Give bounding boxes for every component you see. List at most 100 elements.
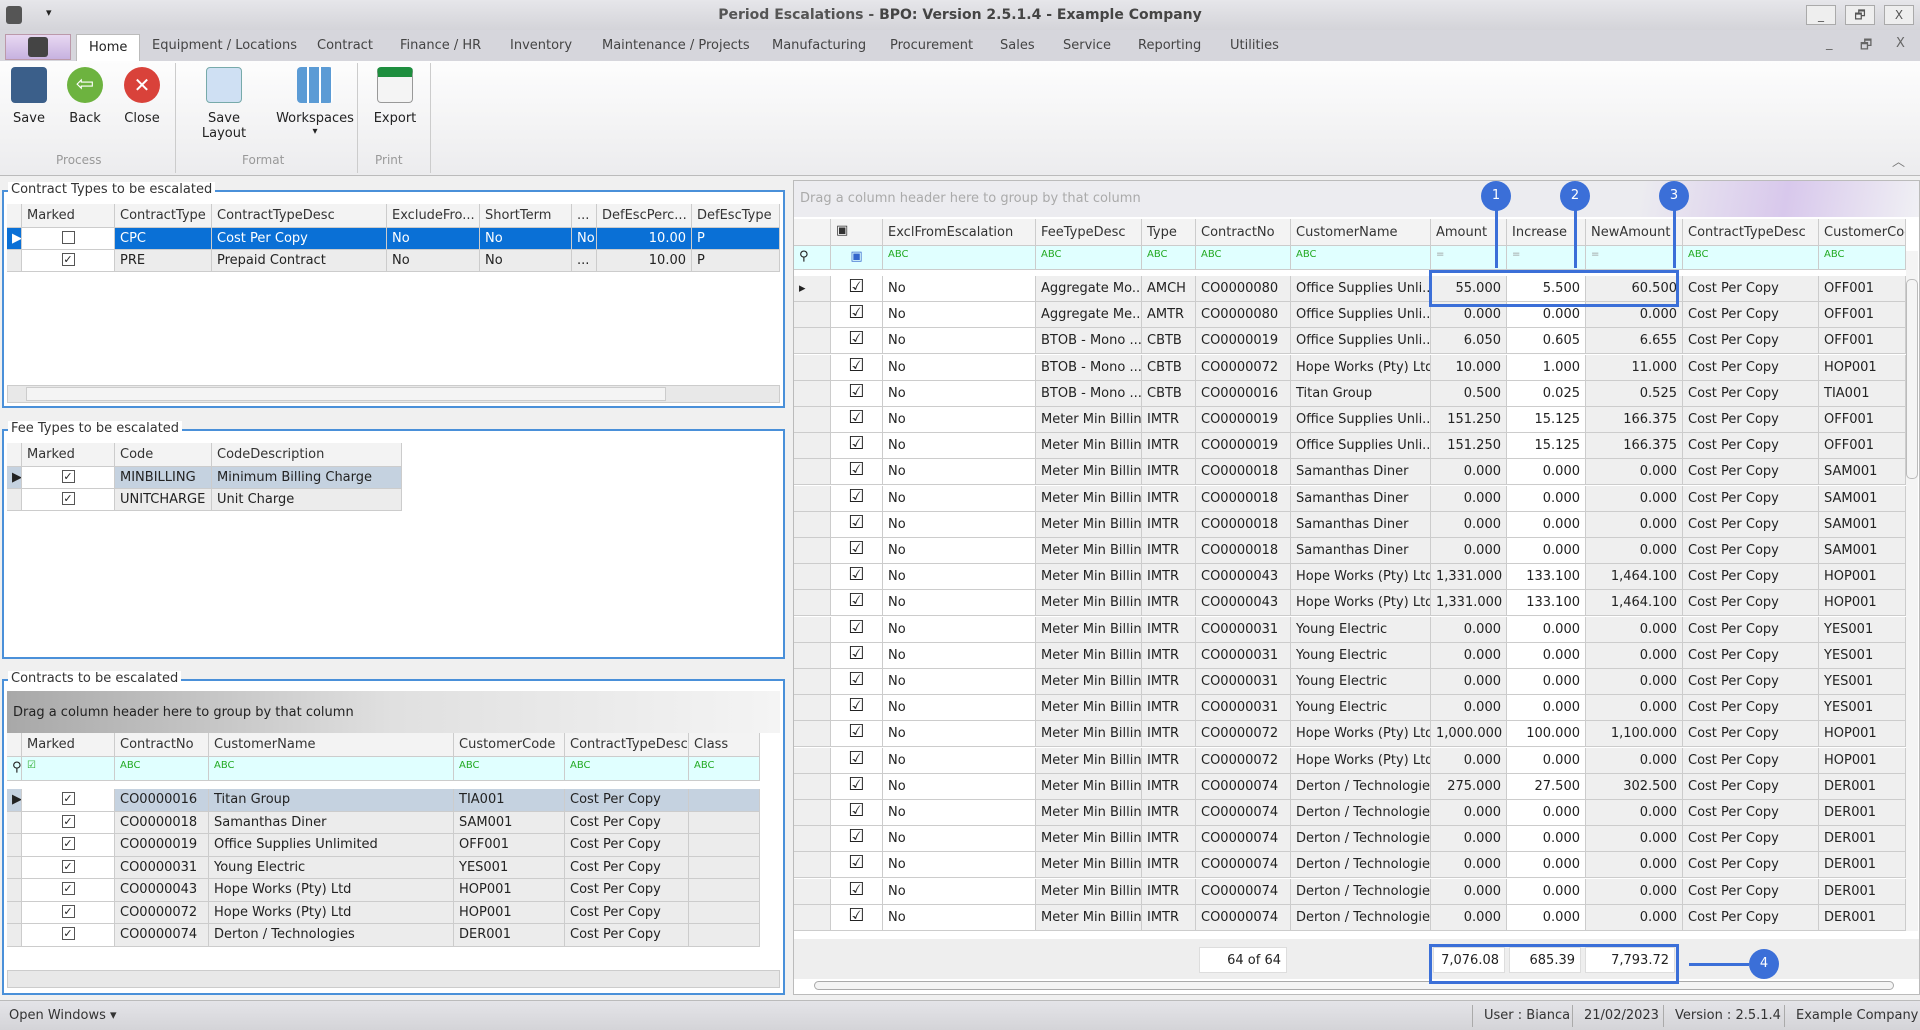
row-indicator[interactable] xyxy=(7,489,22,511)
marked-checkbox[interactable]: ☑ xyxy=(831,302,883,329)
column-header[interactable]: Marked xyxy=(22,733,115,757)
filter-cell[interactable]: ABC xyxy=(1196,246,1291,270)
marked-checkbox[interactable]: ☑ xyxy=(831,407,883,433)
column-header[interactable]: NewAmount xyxy=(1586,219,1683,246)
mdi-restore-button[interactable]: 🗗 xyxy=(1860,38,1873,53)
checkbox[interactable]: ✓ xyxy=(61,814,75,828)
marked-checkbox[interactable]: ☑ xyxy=(831,852,883,879)
marked-checkbox[interactable]: ☑ xyxy=(831,380,883,407)
marked-checkbox[interactable]: ☑ xyxy=(831,695,883,722)
checkbox[interactable]: ✓ xyxy=(61,904,75,918)
marked-checkbox[interactable]: ☑ xyxy=(831,669,883,695)
marked-checkbox[interactable]: ☑ xyxy=(831,538,883,564)
minimize-button[interactable]: _ xyxy=(1806,5,1836,25)
filter-cell[interactable]: ABC xyxy=(1036,246,1142,270)
filter-cell[interactable]: = xyxy=(1431,246,1507,270)
marked-checkbox[interactable]: ✓ xyxy=(22,811,115,834)
marked-checkbox[interactable]: ✓ xyxy=(22,834,115,857)
column-header[interactable]: ExcludeFro... xyxy=(387,204,480,228)
column-header[interactable]: Class xyxy=(689,733,760,757)
filter-cell[interactable]: ▣ xyxy=(831,246,883,270)
row-indicator[interactable] xyxy=(794,904,831,931)
marked-checkbox[interactable]: ✓ xyxy=(22,856,115,879)
checkbox[interactable]: ✓ xyxy=(61,927,75,940)
filter-icon[interactable]: ⚲ xyxy=(7,757,22,781)
tab-finance-hr[interactable]: Finance / HR xyxy=(400,38,482,53)
column-header[interactable]: ExclFromEscalation xyxy=(883,219,1036,246)
row-indicator[interactable] xyxy=(794,328,831,355)
row-indicator[interactable] xyxy=(794,878,831,905)
marked-checkbox[interactable]: ☑ xyxy=(831,878,883,905)
marked-checkbox[interactable]: ✓ xyxy=(22,879,115,902)
column-header[interactable]: ContractTypeDesc xyxy=(212,204,387,228)
filter-cell[interactable]: ABC xyxy=(454,757,565,781)
filter-cell[interactable]: ABC xyxy=(883,246,1036,270)
close-button[interactable]: ✕ Close xyxy=(122,67,162,126)
checkbox[interactable]: ✓ xyxy=(61,859,75,873)
tab-inventory[interactable]: Inventory xyxy=(510,38,573,53)
filter-cell[interactable]: ☑ xyxy=(22,757,115,781)
checkbox[interactable]: ✓ xyxy=(61,792,75,805)
checkbox[interactable]: ✓ xyxy=(61,470,75,483)
row-indicator[interactable] xyxy=(794,616,831,643)
checkbox[interactable]: ✓ xyxy=(61,837,75,850)
marked-checkbox[interactable]: ☑ xyxy=(831,564,883,591)
column-header[interactable]: CodeDescription xyxy=(212,443,402,467)
row-indicator[interactable] xyxy=(7,879,22,902)
tab-reporting[interactable]: Reporting xyxy=(1138,38,1202,53)
marked-checkbox[interactable]: ☑ xyxy=(831,904,883,931)
column-header[interactable]: ContractNo xyxy=(1196,219,1291,246)
column-header[interactable]: Type xyxy=(1142,219,1196,246)
row-indicator[interactable] xyxy=(794,485,831,512)
filter-cell[interactable]: = xyxy=(1586,246,1683,270)
tab-service[interactable]: Service xyxy=(1063,38,1112,53)
marked-checkbox[interactable]: ☑ xyxy=(831,747,883,774)
checkbox[interactable]: ✓ xyxy=(61,882,75,895)
horizontal-scrollbar[interactable] xyxy=(7,385,780,403)
group-by-panel[interactable]: Drag a column header here to group by th… xyxy=(794,181,1919,217)
row-indicator[interactable] xyxy=(794,354,831,381)
row-indicator[interactable] xyxy=(794,747,831,774)
tab-maintenance-projects[interactable]: Maintenance / Projects xyxy=(602,38,750,53)
marked-checkbox[interactable]: ☑ xyxy=(831,773,883,800)
marked-checkbox[interactable]: ☑ xyxy=(831,433,883,460)
back-button[interactable]: ⇦ Back xyxy=(66,67,104,126)
row-indicator[interactable] xyxy=(794,826,831,853)
row-indicator[interactable] xyxy=(794,852,831,879)
filter-cell[interactable]: ABC xyxy=(209,757,454,781)
row-indicator[interactable] xyxy=(794,721,831,748)
marked-checkbox[interactable]: ☑ xyxy=(831,616,883,643)
marked-checkbox[interactable]: ☑ xyxy=(831,721,883,748)
column-header[interactable]: Marked xyxy=(22,443,115,467)
tab-manufacturing[interactable]: Manufacturing xyxy=(772,38,867,53)
close-window-button[interactable]: X xyxy=(1884,5,1914,25)
row-indicator[interactable]: ▶ xyxy=(7,228,22,250)
row-indicator[interactable]: ▸ xyxy=(794,276,831,302)
vertical-scrollbar[interactable] xyxy=(1906,251,1918,931)
marked-checkbox[interactable]: ☑ xyxy=(831,800,883,826)
column-header[interactable]: ContractType xyxy=(115,204,212,228)
marked-checkbox[interactable]: ☑ xyxy=(831,826,883,853)
column-header[interactable]: CustomerCode xyxy=(1819,219,1906,246)
row-indicator[interactable] xyxy=(794,773,831,800)
marked-checkbox[interactable]: ☑ xyxy=(831,511,883,538)
column-header[interactable]: ContractNo xyxy=(115,733,209,757)
filter-cell[interactable]: = xyxy=(1507,246,1586,270)
row-indicator[interactable] xyxy=(794,380,831,407)
column-header[interactable]: ContractTypeDesc xyxy=(565,733,689,757)
row-indicator[interactable] xyxy=(794,433,831,460)
marked-checkbox[interactable]: ✓ xyxy=(22,789,115,812)
row-indicator[interactable]: ▶ xyxy=(7,467,22,489)
row-indicator[interactable] xyxy=(7,250,22,272)
checkbox[interactable]: ✓ xyxy=(61,253,75,266)
mdi-close-button[interactable]: X xyxy=(1896,36,1905,51)
collapse-ribbon-icon[interactable]: ︿ xyxy=(1892,155,1906,170)
marked-checkbox[interactable]: ☑ xyxy=(831,642,883,669)
tab-utilities[interactable]: Utilities xyxy=(1230,38,1279,53)
row-indicator[interactable] xyxy=(794,459,831,486)
filter-cell[interactable]: ABC xyxy=(1291,246,1431,270)
column-header[interactable]: Increase xyxy=(1507,219,1586,246)
filter-cell[interactable]: ABC xyxy=(689,757,760,781)
marked-checkbox[interactable]: ☑ xyxy=(831,354,883,381)
row-indicator[interactable] xyxy=(7,924,22,947)
